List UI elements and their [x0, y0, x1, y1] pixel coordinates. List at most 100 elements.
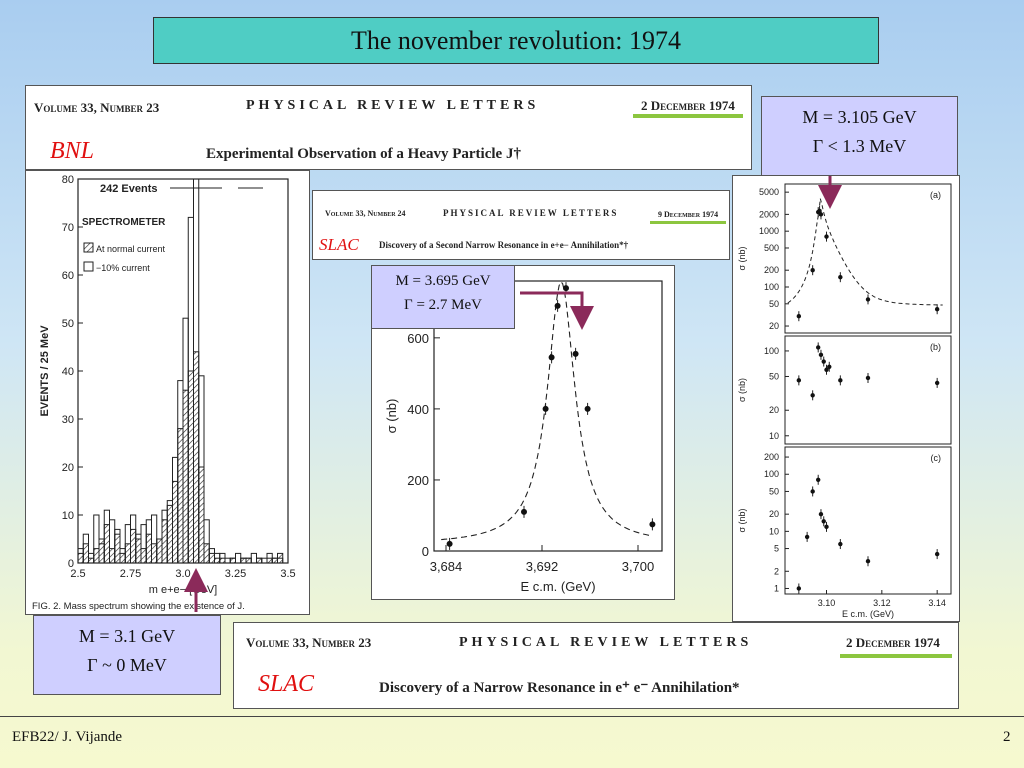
jpsi-data-point	[827, 364, 832, 370]
psi-x-tick-label: 3,684	[430, 559, 463, 574]
psi-data-point	[542, 405, 549, 412]
jpsi-y-tick-label: 200	[764, 452, 779, 462]
jpsi-y-tick-label: 50	[769, 486, 779, 496]
bnl-journal: PHYSICAL REVIEW LETTERS	[246, 98, 540, 113]
bnl-y-tick-label: 40	[62, 366, 74, 378]
jpsi-y-tick-label: 50	[769, 299, 779, 309]
jpsi-y-tick-label: 2000	[759, 209, 779, 219]
slac-jpsi-mass-value: M = 3.105 GeV	[802, 107, 917, 127]
psi-data-point	[521, 508, 527, 515]
jpsi-y-tick-label: 10	[769, 526, 779, 536]
jpsi-data-point	[821, 519, 826, 524]
jpsi-data-point	[824, 234, 829, 239]
jpsi-triple-panel-chart: 20 50 100 200 500 1000 2000 5000 (a) σ (nb) 10 20 50…	[737, 183, 952, 619]
psi-y-axis-label: σ (nb)	[384, 399, 399, 434]
psi-y-tick-label: 400	[407, 402, 429, 417]
psi-data-point	[584, 405, 591, 412]
jpsi-y-axis-label: σ (nb)	[737, 378, 747, 402]
bnl-bar-hatched	[145, 533, 152, 564]
slac2-volume: Volume 33, Number 24	[325, 209, 406, 218]
slac2-date-underline	[650, 221, 726, 224]
bnl-lab-label: BNL	[50, 138, 95, 164]
psi-prime-width-value: Γ = 2.7 MeV	[404, 297, 482, 313]
bnl-bar-open	[261, 557, 268, 564]
bnl-figure-caption: FIG. 2. Mass spectrum showing the existe…	[32, 601, 245, 612]
jpsi-data-point	[810, 393, 815, 398]
bnl-date-underline	[633, 114, 743, 118]
jpsi-data-point	[838, 378, 843, 383]
bnl-x-tick-label: 2.5	[70, 568, 85, 580]
bnl-date: 2 December 1974	[641, 98, 735, 113]
jpsi-data-point	[810, 267, 815, 273]
jpsi-data-point	[796, 378, 802, 383]
jpsi-y-tick-label: 20	[769, 321, 779, 331]
bnl-bar-hatched	[219, 557, 226, 564]
bnl-bar-hatched	[140, 548, 147, 564]
jpsi-panel-frame	[784, 446, 952, 595]
bnl-x-axis-label: m e+e− [GeV]	[149, 584, 217, 596]
bnl-bar-hatched	[93, 548, 100, 564]
bnl-x-tick-label: 3.0	[175, 568, 190, 580]
bnl-y-tick-label: 60	[62, 270, 74, 282]
jpsi-data-point	[865, 559, 871, 564]
jpsi-x-axis-label: E c.m. (GeV)	[842, 609, 894, 619]
jpsi-data-point	[934, 380, 940, 386]
jpsi-y-tick-label: 500	[764, 243, 779, 253]
jpsi-data-point	[934, 551, 940, 557]
bnl-y-tick-label: 30	[62, 414, 74, 426]
bnl-width-value: Γ ~ 0 MeV	[87, 654, 167, 675]
jpsi-y-axis-label: σ (nb)	[737, 508, 747, 532]
bnl-x-tick-label: 3.25	[225, 568, 246, 580]
psi-data-point	[554, 302, 561, 309]
jpsi-data-point	[824, 524, 829, 530]
jpsi-data-point	[824, 367, 829, 372]
slac-lab-label: SLAC	[258, 671, 315, 697]
jpsi-y-tick-label: 200	[764, 265, 779, 275]
bnl-bar-hatched	[119, 552, 126, 564]
jpsi-y-tick-label: 2	[774, 566, 779, 576]
psi-y-tick-label: 600	[407, 331, 429, 346]
slac-volume: Volume 33, Number 23	[246, 635, 372, 650]
slac-jpsi-width-value: Γ < 1.3 MeV	[812, 135, 907, 156]
jpsi-y-tick-label: 50	[769, 371, 779, 381]
jpsi-x-tick-label: 3.14	[928, 598, 946, 608]
bnl-bar-hatched	[277, 552, 284, 564]
bnl-bar-hatched	[245, 557, 252, 564]
jpsi-data-point	[816, 477, 821, 482]
bnl-legend-label-normal: At normal current	[96, 244, 166, 254]
bnl-bar-hatched	[229, 557, 236, 564]
jpsi-y-tick-label: 100	[764, 282, 779, 292]
jpsi-data-point	[821, 359, 826, 364]
jpsi-data-point	[816, 345, 821, 350]
bnl-mass-value: M = 3.1 GeV	[78, 626, 176, 646]
bnl-y-tick-label: 80	[62, 174, 74, 186]
slide-title: The november revolution: 1974	[153, 17, 879, 64]
jpsi-panel-label: (a)	[930, 190, 941, 200]
bnl-y-axis-label: EVENTS / 25 MeV	[39, 325, 51, 417]
psi-y-tick-label: 200	[407, 473, 429, 488]
bnl-volume: Volume 33, Number 23	[34, 100, 160, 115]
bnl-bar-hatched	[266, 557, 273, 564]
bnl-bar-open	[235, 552, 242, 564]
bnl-y-tick-label: 70	[62, 222, 74, 234]
slac-psiprime-paper-header: Volume 33, Number 24 PHYSICAL REVIEW LET…	[312, 190, 730, 260]
bnl-x-tick-label: 3.5	[280, 568, 295, 580]
bnl-bar-hatched	[166, 504, 173, 564]
bnl-bar-open	[224, 557, 231, 564]
jpsi-data-point	[865, 375, 871, 381]
footer-author: EFB22/ J. Vijande	[12, 729, 123, 745]
jpsi-y-tick-label: 5	[774, 544, 779, 554]
jpsi-data-point	[804, 534, 810, 540]
psi-prime-cross-section-chart: 0 200 400 600 3,684 3,692 3,700 σ (nb) E c.m. (G…	[384, 280, 663, 594]
psi-data-point	[446, 540, 453, 547]
jpsi-panel-frame	[784, 183, 952, 334]
bnl-bar-hatched	[193, 351, 200, 564]
jpsi-data-point	[796, 586, 802, 591]
bnl-mass-box: M = 3.1 GeV Γ ~ 0 MeV	[33, 615, 221, 695]
jpsi-x-tick-label: 3.12	[873, 598, 891, 608]
bnl-spectrometer-label: SPECTROMETER	[82, 217, 166, 228]
bnl-article-title: Experimental Observation of a Heavy Part…	[206, 146, 521, 162]
jpsi-y-tick-label: 20	[769, 509, 779, 519]
psi-data-point	[649, 521, 656, 528]
jpsi-data-point	[838, 274, 843, 280]
